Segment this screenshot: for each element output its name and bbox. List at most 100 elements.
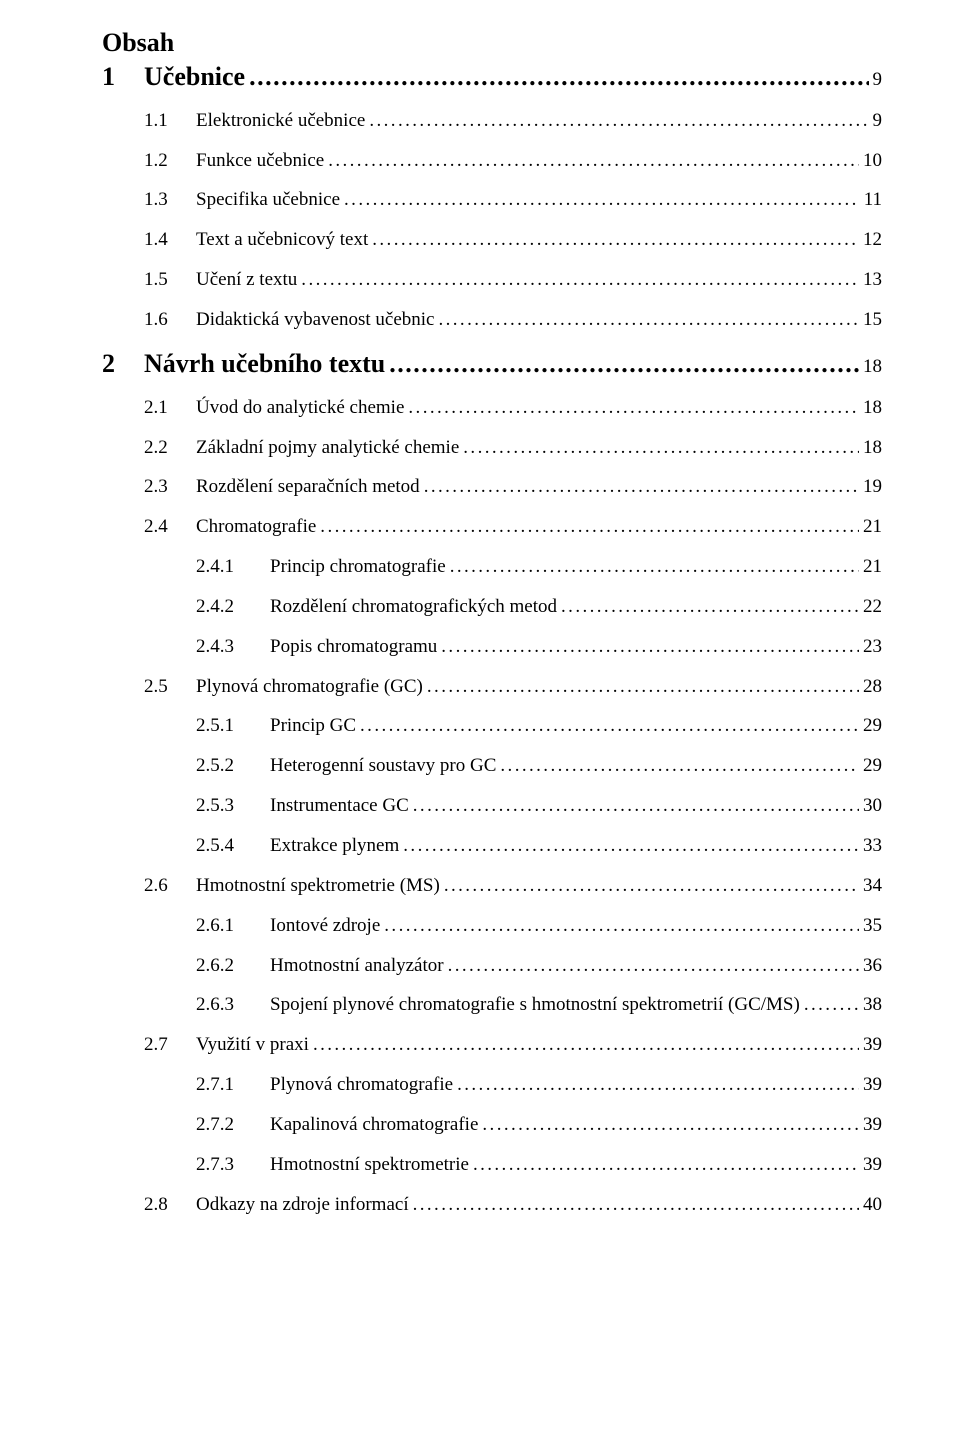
toc-page: 19 (859, 476, 882, 498)
toc-entry: 1.4 Text a učebnicový text 12 (102, 229, 882, 251)
toc-page: 15 (859, 309, 882, 331)
toc-subentry: 2.5.2 Heterogenní soustavy pro GC 29 (102, 755, 882, 777)
toc-page: 39 (859, 1114, 882, 1136)
toc-page: 36 (859, 955, 882, 977)
toc-entry-title: Specifika učebnice (196, 189, 344, 211)
toc-leader (408, 397, 859, 419)
toc-page: 40 (859, 1194, 882, 1216)
toc-entry-title: Hmotnostní spektrometrie (270, 1154, 473, 1176)
toc-leader (463, 437, 859, 459)
toc-leader (344, 189, 860, 211)
toc-entry-title: Instrumentace GC (270, 795, 413, 817)
toc-entry: 2.4 Chromatografie 21 (102, 516, 882, 538)
toc-page: 23 (859, 636, 882, 658)
toc-leader (448, 955, 859, 977)
toc-entry-num: 2.5 (144, 676, 196, 698)
toc-subentry: 2.5.4 Extrakce plynem 33 (102, 835, 882, 857)
toc-leader (360, 715, 859, 737)
toc-entry-num: 2.4.3 (196, 636, 270, 658)
toc-page: 10 (859, 150, 882, 172)
toc-entry-num: 2.5.1 (196, 715, 270, 737)
toc-entry-title: Elektronické učebnice (196, 110, 369, 132)
toc-entry-title: Chromatografie (196, 516, 320, 538)
toc-subentry: 2.6.1 Iontové zdroje 35 (102, 915, 882, 937)
toc-subentry: 2.7.3 Hmotnostní spektrometrie 39 (102, 1154, 882, 1176)
toc-subentry: 2.6.3 Spojení plynové chromatografie s h… (102, 994, 882, 1016)
toc-leader (403, 835, 859, 857)
toc-page: 29 (859, 755, 882, 777)
toc-leader (561, 596, 859, 618)
toc-page: 9 (869, 69, 883, 91)
toc-page: 33 (859, 835, 882, 857)
toc-page: 34 (859, 875, 882, 897)
toc-page: 18 (859, 397, 882, 419)
toc-entry-title: Extrakce plynem (270, 835, 403, 857)
toc-entry: 1.5 Učení z textu 13 (102, 269, 882, 291)
toc-page: 39 (859, 1034, 882, 1056)
toc-leader (369, 110, 868, 132)
toc-page: 22 (859, 596, 882, 618)
toc-entry-num: 2.6.2 (196, 955, 270, 977)
toc-page: 29 (859, 715, 882, 737)
toc-subentry: 2.5.1 Princip GC 29 (102, 715, 882, 737)
toc-entry-title: Didaktická vybavenost učebnic (196, 309, 438, 331)
toc-entry: 1.6 Didaktická vybavenost učebnic 15 (102, 309, 882, 331)
toc-entry-num: 2.3 (144, 476, 196, 498)
toc-page: 21 (859, 556, 882, 578)
toc-entry-num: 2.6.1 (196, 915, 270, 937)
toc-entry-num: 1.4 (144, 229, 196, 251)
toc-entry-num: 2.7 (144, 1034, 196, 1056)
toc-leader (320, 516, 859, 538)
toc-entry-num: 2.8 (144, 1194, 196, 1216)
toc-page: 35 (859, 915, 882, 937)
toc-entry: 1.2 Funkce učebnice 10 (102, 150, 882, 172)
toc-entry-title: Popis chromatogramu (270, 636, 441, 658)
toc-chapter-row: 2 Návrh učebního textu 18 (102, 349, 882, 379)
toc-entry-title: Iontové zdroje (270, 915, 384, 937)
toc-page: 9 (869, 110, 883, 132)
toc-subentry: 2.7.2 Kapalinová chromatografie 39 (102, 1114, 882, 1136)
toc-leader (249, 62, 868, 92)
toc-entry-num: 1.3 (144, 189, 196, 211)
toc-entry-num: 2.5.4 (196, 835, 270, 857)
toc-entry-num: 2.7.3 (196, 1154, 270, 1176)
toc-entry: 2.2 Základní pojmy analytické chemie 18 (102, 437, 882, 459)
toc-entry: 1.1 Elektronické učebnice 9 (102, 110, 882, 132)
toc-page: 30 (859, 795, 882, 817)
toc-leader (424, 476, 859, 498)
toc-leader (313, 1034, 859, 1056)
toc-subentry: 2.6.2 Hmotnostní analyzátor 36 (102, 955, 882, 977)
toc-leader (389, 349, 859, 379)
toc-entry: 2.6 Hmotnostní spektrometrie (MS) 34 (102, 875, 882, 897)
toc-entry-title: Funkce učebnice (196, 150, 328, 172)
toc-entry: 2.8 Odkazy na zdroje informací 40 (102, 1194, 882, 1216)
toc-page: 18 (859, 356, 882, 378)
toc-entry-title: Plynová chromatografie (270, 1074, 457, 1096)
toc-entry-num: 2.1 (144, 397, 196, 419)
toc-entry-title: Kapalinová chromatografie (270, 1114, 482, 1136)
toc-entry-title: Základní pojmy analytické chemie (196, 437, 463, 459)
toc-entry-num: 2.4.1 (196, 556, 270, 578)
toc-entry: 1.3 Specifika učebnice 11 (102, 189, 882, 211)
toc-entry-title: Heterogenní soustavy pro GC (270, 755, 500, 777)
toc-entry-num: 2.4 (144, 516, 196, 538)
toc-leader (413, 795, 859, 817)
toc-entry-title: Úvod do analytické chemie (196, 397, 408, 419)
toc-entry-num: 1.2 (144, 150, 196, 172)
toc-entry-title: Princip chromatografie (270, 556, 450, 578)
toc-entry-title: Učení z textu (196, 269, 301, 291)
toc-leader (450, 556, 859, 578)
toc-subentry: 2.7.1 Plynová chromatografie 39 (102, 1074, 882, 1096)
toc-title: Obsah (102, 28, 882, 58)
toc-subentry: 2.4.1 Princip chromatografie 21 (102, 556, 882, 578)
toc-entry-title: Spojení plynové chromatografie s hmotnos… (270, 994, 804, 1016)
toc-leader (328, 150, 859, 172)
toc-subentry: 2.4.3 Popis chromatogramu 23 (102, 636, 882, 658)
toc-entry: 2.5 Plynová chromatografie (GC) 28 (102, 676, 882, 698)
toc-entry-num: 1.6 (144, 309, 196, 331)
toc-entry: 2.3 Rozdělení separačních metod 19 (102, 476, 882, 498)
toc-leader (301, 269, 859, 291)
toc-subentry: 2.4.2 Rozdělení chromatografických metod… (102, 596, 882, 618)
toc-entry-num: 1.1 (144, 110, 196, 132)
toc-chapter-num: 2 (102, 349, 144, 379)
